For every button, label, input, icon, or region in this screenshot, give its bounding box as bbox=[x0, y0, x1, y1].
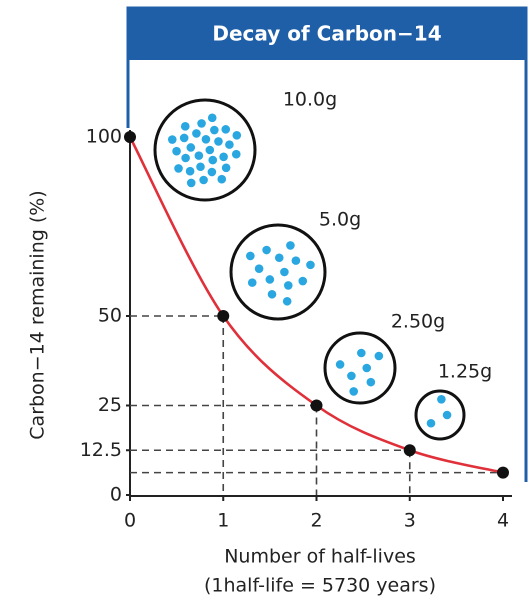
atom bbox=[208, 156, 217, 165]
atom bbox=[306, 261, 315, 270]
chart-title: Decay of Carbon−14 bbox=[212, 22, 441, 46]
atom bbox=[202, 135, 211, 144]
atom bbox=[187, 179, 196, 188]
atom bbox=[443, 411, 452, 420]
y-tick-label: 0 bbox=[110, 484, 122, 506]
atom bbox=[217, 175, 226, 184]
sample-circle bbox=[325, 333, 395, 403]
atom bbox=[375, 352, 384, 361]
sample-circle bbox=[155, 100, 255, 200]
annotation: 5.0g bbox=[319, 209, 361, 231]
atom bbox=[248, 278, 257, 287]
atom bbox=[195, 151, 204, 160]
atom bbox=[284, 281, 293, 290]
atom bbox=[292, 256, 301, 265]
atom bbox=[181, 122, 190, 131]
x-tick-label: 1 bbox=[217, 510, 229, 532]
atom bbox=[246, 252, 255, 261]
annotation: 2.50g bbox=[391, 311, 445, 333]
atom bbox=[225, 140, 234, 149]
atom bbox=[221, 125, 230, 134]
atom bbox=[186, 143, 195, 152]
atom bbox=[186, 167, 195, 176]
x-tick-label: 2 bbox=[310, 510, 322, 532]
data-point bbox=[497, 467, 509, 479]
atom bbox=[168, 135, 177, 144]
atom bbox=[232, 150, 241, 159]
atom bbox=[208, 114, 217, 123]
atom bbox=[197, 119, 206, 128]
atom bbox=[298, 277, 307, 286]
atom bbox=[367, 378, 376, 387]
atom bbox=[255, 264, 264, 273]
chart: Decay of Carbon−14 Carbon−14 remaining (… bbox=[0, 0, 529, 603]
x-tick-label: 3 bbox=[404, 510, 416, 532]
frame bbox=[128, 8, 526, 482]
atom bbox=[181, 154, 190, 163]
atom bbox=[262, 246, 271, 255]
annotation: 10.0g bbox=[283, 89, 337, 111]
atom bbox=[172, 147, 181, 156]
y-tick-label: 12.5 bbox=[80, 439, 122, 461]
atom bbox=[210, 126, 219, 135]
atom bbox=[219, 153, 228, 162]
page: {"chart_data": {"type": "line", "title":… bbox=[0, 0, 529, 607]
atom bbox=[349, 387, 358, 396]
data-point bbox=[124, 131, 136, 143]
atom bbox=[192, 129, 201, 138]
sample-circle bbox=[231, 225, 325, 319]
atom bbox=[174, 164, 183, 173]
atom bbox=[286, 241, 295, 250]
atom bbox=[268, 290, 277, 299]
atom bbox=[222, 164, 231, 173]
atom bbox=[266, 275, 275, 284]
y-tick-label: 50 bbox=[98, 305, 122, 327]
x-tick-label: 4 bbox=[497, 510, 509, 532]
y-tick-label: 25 bbox=[98, 394, 122, 416]
data-point bbox=[311, 400, 323, 412]
atom bbox=[437, 395, 446, 404]
atom bbox=[283, 297, 292, 306]
atom bbox=[280, 268, 289, 277]
x-axis-label: Number of half-lives bbox=[224, 546, 416, 568]
atom bbox=[196, 162, 205, 171]
annotation: 1.25g bbox=[438, 361, 492, 383]
atom bbox=[427, 419, 436, 428]
y-tick-label: 100 bbox=[86, 126, 122, 148]
atom bbox=[347, 372, 356, 381]
atom bbox=[199, 176, 208, 185]
x-tick-label: 0 bbox=[124, 510, 136, 532]
atom bbox=[336, 360, 345, 369]
atom bbox=[232, 131, 241, 140]
atom bbox=[362, 364, 371, 373]
x-axis-note: (1half-life = 5730 years) bbox=[204, 575, 436, 597]
data-point bbox=[217, 310, 229, 322]
data-point bbox=[404, 444, 416, 456]
atom bbox=[214, 137, 223, 146]
atom bbox=[208, 168, 217, 177]
atom bbox=[206, 146, 215, 155]
atom bbox=[275, 253, 284, 262]
atom bbox=[180, 134, 189, 143]
y-axis-label: Carbon−14 remaining (%) bbox=[27, 190, 49, 439]
atom bbox=[357, 349, 366, 358]
